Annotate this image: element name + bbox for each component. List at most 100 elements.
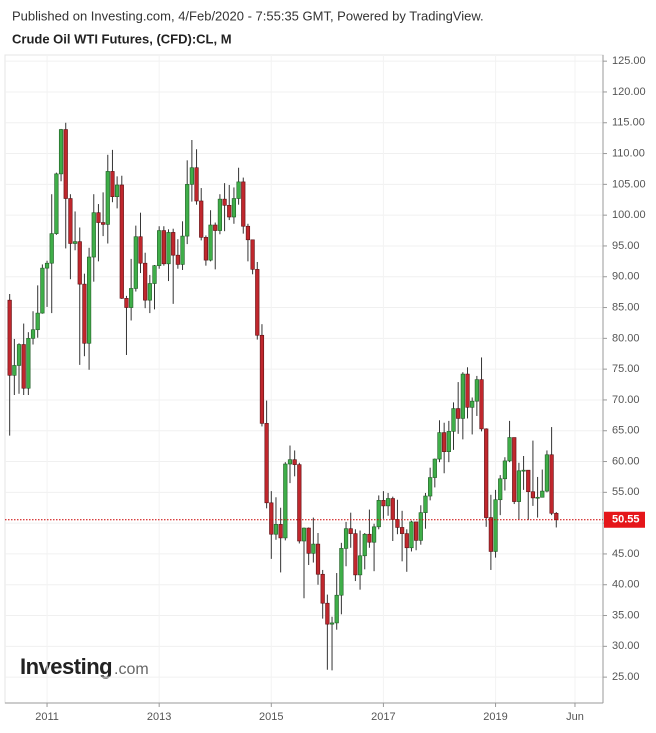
candle-body (287, 459, 293, 465)
candle-body (292, 459, 297, 465)
candle-body (418, 512, 423, 541)
candle-body (334, 594, 339, 624)
candle-body (474, 379, 479, 402)
candle-body (7, 299, 12, 376)
candle-body (498, 478, 503, 501)
y-tick-label: 65.00 (612, 425, 640, 437)
candle-body (231, 198, 237, 218)
candle-body (512, 437, 517, 502)
candle-body (339, 548, 344, 596)
candle-body (115, 184, 120, 197)
candle-body (502, 460, 507, 480)
candle-body (437, 432, 442, 460)
candle-body (325, 602, 330, 625)
candle-body (395, 519, 400, 528)
candle-body (311, 543, 316, 554)
candle-body (535, 496, 540, 499)
candle-body (371, 526, 377, 543)
y-tick-label: 120.00 (612, 86, 646, 98)
candle-body (526, 469, 531, 493)
candle-body (353, 533, 358, 576)
candle-body (488, 517, 493, 552)
candle-body (442, 432, 447, 452)
candle-body (129, 288, 134, 308)
candle-body (250, 239, 255, 270)
x-tick-label: 2017 (371, 711, 395, 723)
header: Published on Investing.com, 4/Feb/2020 -… (12, 8, 484, 23)
candle-body (255, 269, 260, 336)
candle-body (400, 527, 405, 534)
candle-body (320, 573, 325, 604)
candle-body (54, 173, 59, 234)
candle-body (428, 477, 433, 497)
candle-body (376, 500, 381, 528)
candle-body (507, 437, 512, 462)
candle-body (264, 423, 269, 504)
y-tick-label: 60.00 (612, 455, 640, 467)
candle-body (161, 230, 166, 265)
y-tick-label: 110.00 (612, 147, 645, 159)
last-price-label: 50.55 (612, 514, 640, 526)
candle-body (414, 521, 419, 541)
candle-body (315, 543, 321, 575)
candle-body (133, 236, 138, 289)
y-tick-label: 75.00 (612, 363, 640, 375)
candle-body (404, 533, 409, 549)
candle-body (147, 283, 152, 301)
candle-body (283, 463, 288, 539)
candle-body (306, 527, 311, 554)
candle-body (236, 181, 241, 199)
candle-body (521, 469, 526, 472)
candle-body (208, 224, 213, 261)
candle-body (367, 533, 372, 543)
candle-body (301, 527, 307, 542)
y-tick-label: 30.00 (612, 640, 640, 652)
candle-body (423, 495, 428, 513)
candle-body (544, 454, 550, 492)
y-tick-label: 25.00 (612, 671, 640, 683)
candle-body (40, 267, 45, 314)
candle-body (96, 212, 101, 223)
y-tick-label: 105.00 (612, 178, 646, 190)
candle-body (227, 204, 232, 218)
candle-body (222, 198, 227, 206)
candle-body (456, 408, 461, 419)
candle-body (203, 237, 208, 261)
candle-body (540, 490, 545, 498)
candle-body (329, 622, 335, 625)
candle-body (432, 458, 437, 478)
candle-body (530, 491, 536, 499)
candle-body (21, 344, 26, 389)
candle-body (297, 464, 302, 542)
y-tick-label: 45.00 (612, 548, 640, 560)
y-tick-label: 115.00 (612, 117, 645, 129)
candle-body (217, 198, 223, 231)
candle-body (470, 400, 475, 408)
candle-body (91, 212, 96, 258)
candle-body (549, 454, 554, 514)
candle-body (72, 241, 78, 244)
y-tick-label: 40.00 (612, 579, 640, 591)
plot-frame (4, 54, 604, 704)
candle-body (143, 262, 148, 301)
candle-body (348, 528, 353, 534)
candle-body (199, 200, 204, 238)
candle-body (82, 283, 87, 344)
candle-body (138, 236, 143, 264)
candle-body (12, 365, 17, 376)
x-tick-label: 2019 (483, 711, 507, 723)
candle-body (119, 184, 124, 299)
candle-body (101, 222, 106, 225)
candle-body (460, 373, 465, 419)
candle-body (194, 167, 199, 202)
chart-title: Crude Oil WTI Futures, (CFD):CL, M (12, 31, 232, 46)
candle-body (175, 254, 180, 265)
y-tick-label: 100.00 (612, 209, 646, 221)
last-price-badge (604, 511, 645, 528)
candle-body (86, 256, 92, 344)
candle-body (484, 428, 489, 518)
candle-body (44, 262, 50, 269)
candle-body (241, 181, 246, 227)
candle-body (171, 232, 176, 256)
